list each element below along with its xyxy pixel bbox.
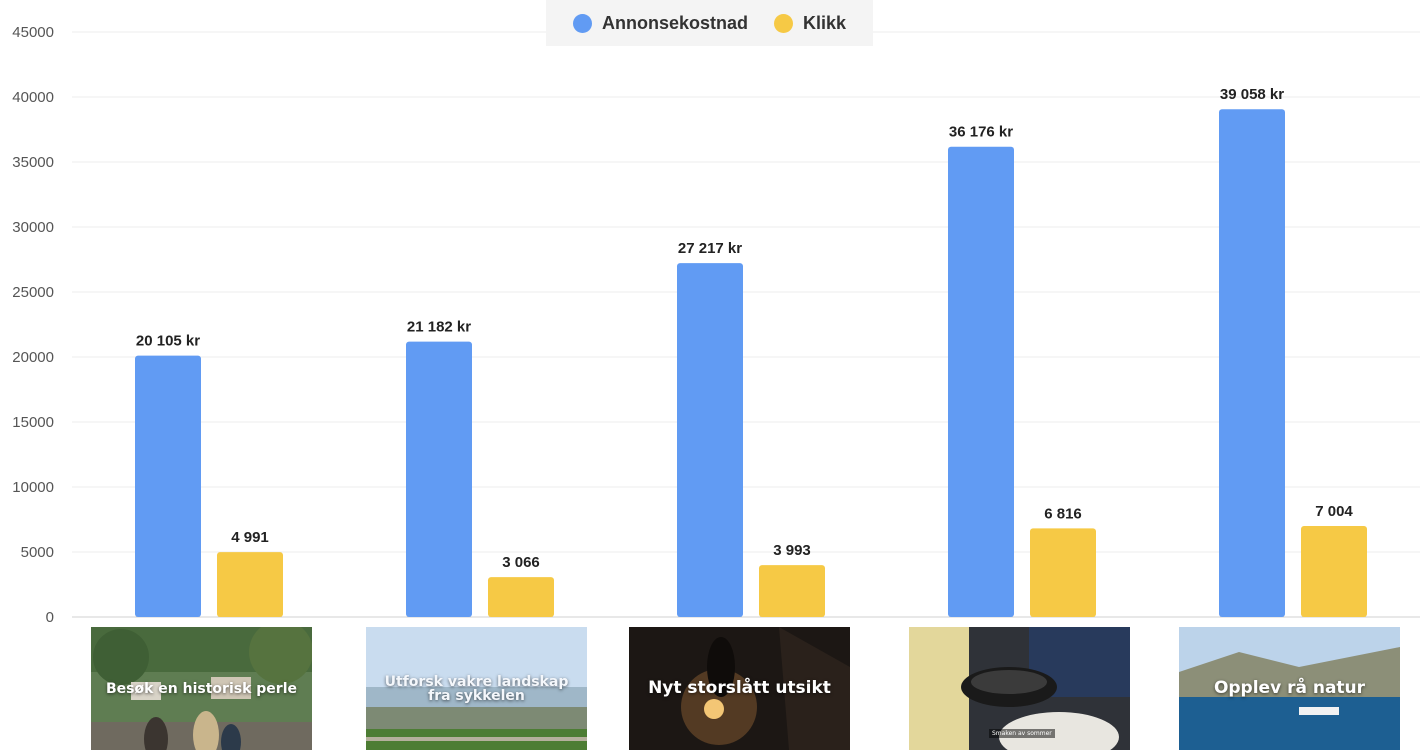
landscape-photo-icon	[366, 627, 587, 750]
thumbnail-4: Smaken av sommer	[909, 627, 1130, 750]
data-label: 4 991	[231, 529, 269, 546]
bar-klikk-4[interactable]	[1030, 528, 1096, 617]
y-tick-label: 40000	[12, 89, 54, 106]
thumbnail-5: Opplev rå natur	[1179, 627, 1400, 750]
bar-annonsekostnad-5[interactable]	[1219, 109, 1285, 617]
y-tick-label: 25000	[12, 284, 54, 301]
thumbnail-2: Utforsk vakre landskap fra sykkelen	[366, 627, 587, 750]
thumbnail-caption: Utforsk vakre landskap fra sykkelen	[384, 673, 569, 704]
thumbnail-caption: Nyt storslått utsikt	[648, 678, 831, 698]
bars	[135, 109, 1367, 617]
y-tick-label: 45000	[12, 24, 54, 41]
data-labels: 20 105 kr 21 182 kr 27 217 kr 36 176 kr 39 0…	[136, 86, 1354, 571]
bar-annonsekostnad-1[interactable]	[135, 355, 201, 617]
data-label: 7 004	[1315, 503, 1353, 520]
data-label: 20 105 kr	[136, 333, 200, 350]
thumbnail-caption: Besøk en historisk perle	[106, 680, 297, 697]
legend-label-annonsekostnad: Annonsekostnad	[601, 12, 748, 33]
data-label: 3 066	[502, 554, 540, 571]
y-tick-label: 15000	[12, 414, 54, 431]
legend-swatch-annonsekostnad	[572, 13, 592, 33]
thumbnail-tag: Smaken av sommer	[989, 729, 1055, 738]
bar-klikk-3[interactable]	[759, 565, 825, 617]
data-label: 27 217 kr	[678, 240, 742, 257]
legend-item-klikk[interactable]: Klikk	[773, 12, 847, 34]
bar-klikk-5[interactable]	[1301, 525, 1367, 617]
data-label: 6 816	[1044, 505, 1082, 522]
data-label: 3 993	[773, 542, 811, 559]
y-tick-label: 35000	[12, 154, 54, 171]
bar-annonsekostnad-3[interactable]	[677, 263, 743, 617]
y-tick-label: 20000	[12, 349, 54, 366]
village-photo-icon	[91, 627, 312, 750]
grid	[72, 31, 1420, 618]
legend-item-annonsekostnad[interactable]: Annonsekostnad	[572, 12, 748, 34]
thumbnail-caption: Opplev rå natur	[1213, 678, 1366, 698]
legend: Annonsekostnad Klikk	[546, 0, 873, 46]
data-label: 36 176 kr	[949, 124, 1013, 141]
bar-annonsekostnad-2[interactable]	[406, 341, 472, 617]
legend-label-klikk: Klikk	[802, 12, 847, 33]
thumbnail-3: Nyt storslått utsikt	[629, 627, 850, 750]
y-tick-label: 5000	[21, 544, 54, 561]
bar-klikk-2[interactable]	[488, 577, 554, 617]
legend-swatch-klikk	[773, 13, 793, 33]
data-label: 39 058 kr	[1220, 86, 1284, 103]
y-tick-label: 30000	[12, 219, 54, 236]
y-tick-label: 0	[46, 609, 54, 626]
bar-annonsekostnad-4[interactable]	[948, 146, 1014, 617]
y-axis: 0 5000 10000 15000 20000 25000 30000 35000 40000…	[12, 24, 54, 626]
bar-klikk-1[interactable]	[217, 552, 283, 617]
thumbnail-1: Besøk en historisk perle	[91, 627, 312, 750]
cyclist-sunset-photo-icon	[629, 627, 850, 750]
boat-fjord-photo-icon	[1179, 627, 1400, 750]
y-tick-label: 10000	[12, 479, 54, 496]
data-label: 21 182 kr	[407, 319, 471, 336]
